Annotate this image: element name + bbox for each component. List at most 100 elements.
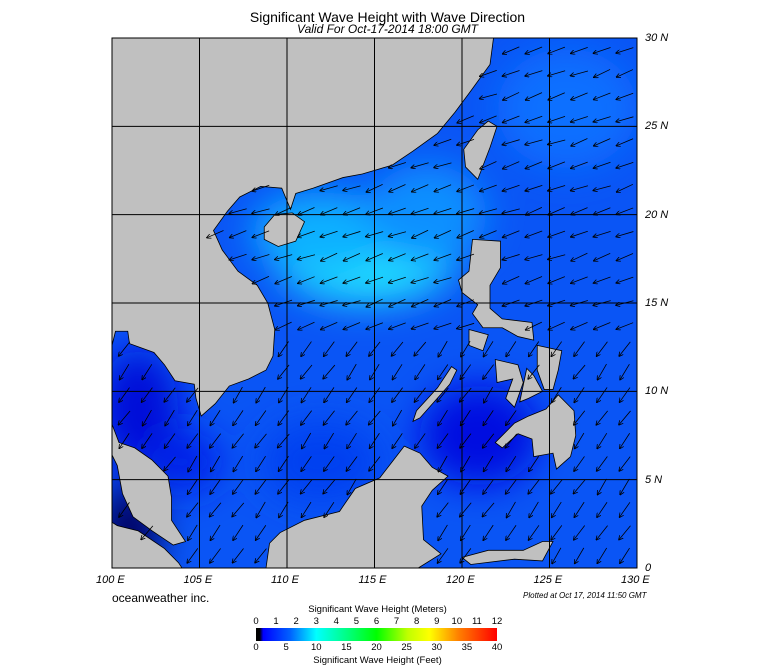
wave-direction-arrow bbox=[528, 479, 540, 494]
colorbar-meters-tick: 7 bbox=[393, 616, 400, 627]
wave-direction-arrow bbox=[548, 207, 565, 214]
wave-direction-arrow bbox=[529, 341, 540, 356]
wave-direction-arrow bbox=[389, 231, 407, 237]
wave-direction-arrow bbox=[434, 322, 452, 329]
wave-direction-arrow bbox=[142, 433, 153, 448]
wave-direction-arrow bbox=[323, 364, 336, 379]
wave-direction-arrow bbox=[343, 276, 361, 283]
wave-direction-arrow bbox=[414, 387, 426, 402]
wave-direction-arrow bbox=[525, 70, 543, 76]
wave-direction-arrow bbox=[411, 162, 429, 168]
wave-direction-arrow bbox=[255, 548, 267, 563]
wave-direction-arrow bbox=[457, 322, 475, 328]
wave-height-shading bbox=[419, 385, 540, 486]
wave-direction-arrow bbox=[619, 456, 631, 471]
wave-direction-arrow bbox=[142, 387, 153, 402]
wave-direction-arrow bbox=[596, 410, 608, 425]
wave-direction-arrow bbox=[574, 410, 586, 425]
wave-direction-arrow bbox=[484, 455, 494, 471]
wave-direction-arrow bbox=[526, 92, 543, 100]
wave-direction-arrow bbox=[438, 524, 448, 540]
wave-direction-arrow bbox=[571, 252, 588, 261]
wave-direction-arrow bbox=[457, 138, 475, 145]
wave-direction-arrow bbox=[434, 138, 452, 145]
colorbar-meters-tick: 12 bbox=[491, 616, 503, 627]
wave-direction-arrow bbox=[597, 341, 608, 356]
wave-direction-arrow bbox=[548, 185, 566, 191]
wave-direction-arrow bbox=[256, 525, 267, 540]
wave-direction-arrow bbox=[343, 185, 361, 191]
wave-direction-arrow bbox=[574, 387, 585, 402]
wave-direction-arrow bbox=[210, 410, 221, 425]
wave-direction-arrow bbox=[526, 206, 543, 215]
wave-direction-arrow bbox=[461, 341, 471, 356]
wave-direction-arrow bbox=[548, 321, 565, 329]
wave-direction-arrow bbox=[619, 525, 631, 540]
wave-direction-arrow bbox=[598, 478, 607, 495]
wave-direction-arrow bbox=[164, 387, 176, 402]
wave-direction-arrow bbox=[438, 455, 448, 472]
wave-direction-arrow bbox=[525, 185, 543, 191]
wave-direction-arrow bbox=[548, 115, 566, 122]
wave-direction-arrow bbox=[438, 364, 449, 379]
colorbar-meters-title: Significant Wave Height (Meters) bbox=[308, 604, 447, 615]
wave-direction-arrow bbox=[347, 432, 357, 448]
wave-direction-arrow bbox=[594, 161, 611, 168]
wave-direction-arrow bbox=[434, 184, 452, 192]
wave-direction-arrow bbox=[502, 70, 520, 76]
wave-direction-arrow bbox=[210, 479, 221, 494]
wave-direction-arrow bbox=[593, 300, 611, 306]
wave-direction-arrow bbox=[229, 208, 247, 214]
wave-direction-arrow bbox=[389, 162, 406, 168]
wave-direction-arrow bbox=[389, 253, 406, 261]
wave-direction-arrow bbox=[548, 299, 566, 305]
wave-direction-arrow bbox=[392, 364, 403, 379]
wave-direction-arrow bbox=[457, 115, 474, 123]
wave-direction-arrow bbox=[525, 254, 543, 260]
wave-direction-arrow bbox=[369, 456, 381, 471]
wave-direction-arrow bbox=[165, 433, 176, 448]
wave-direction-arrow bbox=[275, 206, 292, 215]
wave-direction-arrow bbox=[255, 479, 267, 494]
wave-direction-arrow bbox=[393, 409, 403, 426]
wave-direction-arrow bbox=[301, 387, 312, 402]
wave-direction-arrow bbox=[232, 502, 245, 517]
lon-label: 120 E bbox=[446, 574, 475, 586]
wave-direction-arrow bbox=[142, 364, 153, 379]
wave-direction-arrow bbox=[210, 433, 222, 448]
wave-direction-arrow bbox=[571, 230, 588, 237]
wave-direction-arrow bbox=[298, 299, 315, 305]
wave-direction-arrow bbox=[571, 70, 589, 76]
colorbar-meters-tick: 1 bbox=[273, 616, 279, 627]
wave-direction-arrow bbox=[366, 298, 383, 307]
wave-direction-arrow bbox=[460, 433, 472, 448]
wave-direction-arrow bbox=[119, 433, 130, 448]
colorbar-feet-tick: 5 bbox=[283, 642, 289, 653]
wave-direction-arrow bbox=[593, 116, 611, 122]
wave-direction-arrow bbox=[256, 410, 267, 425]
wave-direction-arrow bbox=[412, 322, 429, 329]
wave-direction-arrow bbox=[548, 70, 566, 76]
wave-direction-arrow bbox=[548, 139, 566, 144]
colorbar-feet-title: Significant Wave Height (Feet) bbox=[313, 655, 442, 666]
wave-direction-arrow bbox=[275, 254, 293, 260]
wave-direction-arrow bbox=[616, 231, 634, 237]
wave-direction-arrow bbox=[343, 300, 361, 306]
wave-direction-arrow bbox=[275, 276, 292, 284]
wave-direction-arrow bbox=[457, 184, 475, 191]
colorbar-feet-tick: 20 bbox=[371, 642, 382, 653]
wave-direction-arrow bbox=[188, 409, 198, 425]
land-palawan bbox=[412, 366, 458, 423]
wave-direction-arrow bbox=[619, 341, 631, 356]
wave-direction-arrow bbox=[457, 299, 475, 307]
wave-height-shading bbox=[262, 422, 382, 502]
wave-direction-arrow bbox=[616, 207, 634, 214]
colorbar-feet-tick: 10 bbox=[310, 642, 322, 653]
wave-direction-arrow bbox=[411, 277, 429, 282]
wave-height-shading bbox=[497, 48, 637, 169]
wave-direction-arrow bbox=[234, 386, 243, 403]
wave-direction-arrow bbox=[141, 525, 154, 540]
chart-title: Significant Wave Height with Wave Direct… bbox=[249, 9, 526, 25]
wave-direction-arrow bbox=[593, 231, 611, 236]
wave-direction-arrow bbox=[347, 363, 357, 380]
